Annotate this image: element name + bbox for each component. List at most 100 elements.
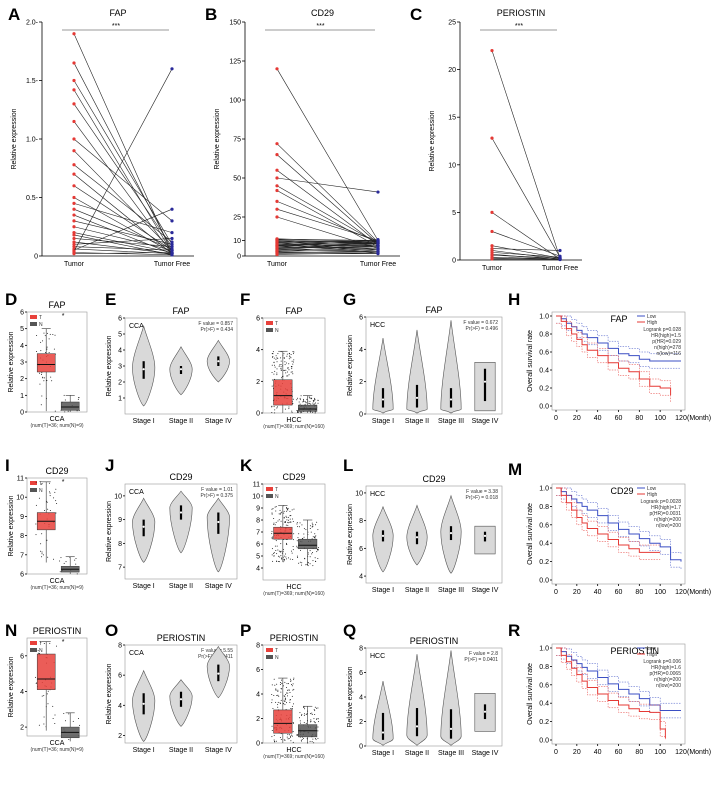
jitter-point — [305, 722, 307, 724]
tumor-point — [275, 153, 279, 157]
chart-title: FAP — [172, 306, 189, 316]
stat-f-value: F value = 2.8 — [469, 651, 498, 657]
pair-line — [276, 190, 379, 247]
tumor-point — [275, 67, 279, 71]
jitter-point — [285, 698, 287, 700]
jitter-point — [41, 395, 43, 397]
jitter-point — [297, 411, 299, 413]
panel-label-K: K — [240, 456, 253, 475]
jitter-point — [41, 551, 43, 553]
y-axis-label: Overall survival rate — [527, 330, 534, 392]
pair-line — [73, 208, 173, 251]
jitter-point — [314, 403, 316, 405]
chart-title: PERIOSTIN — [611, 646, 660, 656]
y-tick-label: 25 — [233, 215, 241, 222]
jitter-point — [64, 399, 66, 401]
jitter-point — [293, 703, 295, 705]
panel-label-O: O — [105, 621, 118, 640]
tumor-point — [275, 188, 279, 193]
jitter-point — [287, 738, 289, 740]
jitter-point — [52, 705, 54, 707]
ci-upper-low — [556, 315, 681, 355]
jitter-point — [47, 690, 49, 692]
jitter-point — [292, 689, 294, 691]
jitter-point — [291, 735, 293, 737]
jitter-point — [273, 678, 275, 680]
y-tick-label: 0.2 — [539, 719, 549, 726]
jitter-point — [47, 556, 49, 558]
jitter-point — [36, 350, 38, 352]
pair-line — [276, 242, 379, 249]
jitter-point — [313, 742, 315, 744]
jitter-point — [286, 683, 288, 685]
jitter-point — [272, 707, 274, 709]
jitter-point — [287, 516, 289, 518]
y-tick-label: 1.0 — [539, 314, 549, 321]
y-tick-label: 5 — [20, 326, 24, 333]
jitter-point — [280, 551, 282, 553]
y-tick-label: 0.2 — [539, 559, 549, 566]
pair-line — [73, 68, 173, 252]
box-chart-D: FAP 0 1 2 3 4 5 6 Relative expression TN * CCA(num(… — [8, 300, 88, 429]
jitter-point — [313, 401, 315, 403]
stat-p-value: Pr(>F) = 0.496 — [465, 326, 498, 332]
jitter-point — [288, 369, 290, 371]
violin-2 — [169, 490, 193, 554]
jitter-point — [317, 549, 319, 551]
x-axis-label: CCA — [50, 416, 65, 423]
y-tick-label: 8 — [118, 541, 122, 548]
y-tick-label: 10 — [252, 494, 260, 501]
jitter-point — [303, 399, 305, 401]
x-tick-label: Stage II — [405, 418, 429, 425]
km-stat-line: p(HR)=0.0031 — [649, 511, 681, 517]
jitter-point — [271, 533, 273, 535]
jitter-point — [291, 412, 293, 414]
box-chart-K: CD29 4 5 6 7 8 9 10 11 TN HCC(num(T)=369; num(N)=1… — [252, 472, 326, 597]
chart-title: PERIOSTIN — [33, 626, 82, 636]
jitter-point — [312, 402, 314, 404]
jitter-point — [296, 397, 298, 399]
jitter-point — [290, 514, 292, 516]
pair-line — [73, 173, 173, 254]
jitter-point — [296, 540, 298, 542]
jitter-point — [275, 510, 277, 512]
jitter-point — [317, 730, 319, 732]
jitter-point — [271, 538, 273, 540]
jitter-point — [272, 353, 274, 355]
y-tick-label: 25 — [448, 20, 456, 27]
jitter-point — [305, 714, 307, 716]
jitter-point — [286, 519, 288, 521]
jitter-point — [35, 504, 37, 506]
x-tick-label: 120 — [675, 589, 687, 596]
y-tick-label: 1.0- — [26, 137, 39, 144]
legend-swatch-n — [266, 328, 273, 332]
jitter-point — [277, 701, 279, 703]
jitter-point — [312, 536, 314, 538]
x-tick-label: 40 — [594, 415, 602, 422]
legend-swatch-t — [30, 641, 37, 645]
tumor-point — [275, 168, 279, 172]
jitter-point — [309, 525, 311, 527]
jitter-point — [274, 524, 276, 526]
y-axis-label: Relative expression — [214, 108, 221, 169]
panel-label-A: A — [8, 5, 20, 24]
jitter-point — [292, 361, 294, 363]
jitter-point — [271, 385, 273, 387]
jitter-point — [271, 684, 273, 686]
jitter-point — [43, 723, 45, 725]
significance-star: * — [62, 639, 65, 646]
jitter-point — [292, 398, 294, 400]
paired-chart-B: CD29 *** 0 10 25 50 75 100 125 150 Relative expres… — [214, 8, 400, 268]
y-tick-label: 6 — [256, 316, 260, 323]
plot-frame — [365, 485, 503, 584]
jitter-point — [56, 503, 58, 505]
jitter-point — [38, 497, 40, 499]
legend-label-t: T — [39, 641, 42, 647]
jitter-point — [283, 357, 285, 359]
jitter-point — [47, 508, 49, 510]
jitter-point — [303, 400, 305, 402]
jitter-point — [283, 357, 285, 359]
jitter-point — [290, 678, 292, 680]
jitter-point — [283, 703, 285, 705]
jitter-point — [279, 683, 281, 685]
